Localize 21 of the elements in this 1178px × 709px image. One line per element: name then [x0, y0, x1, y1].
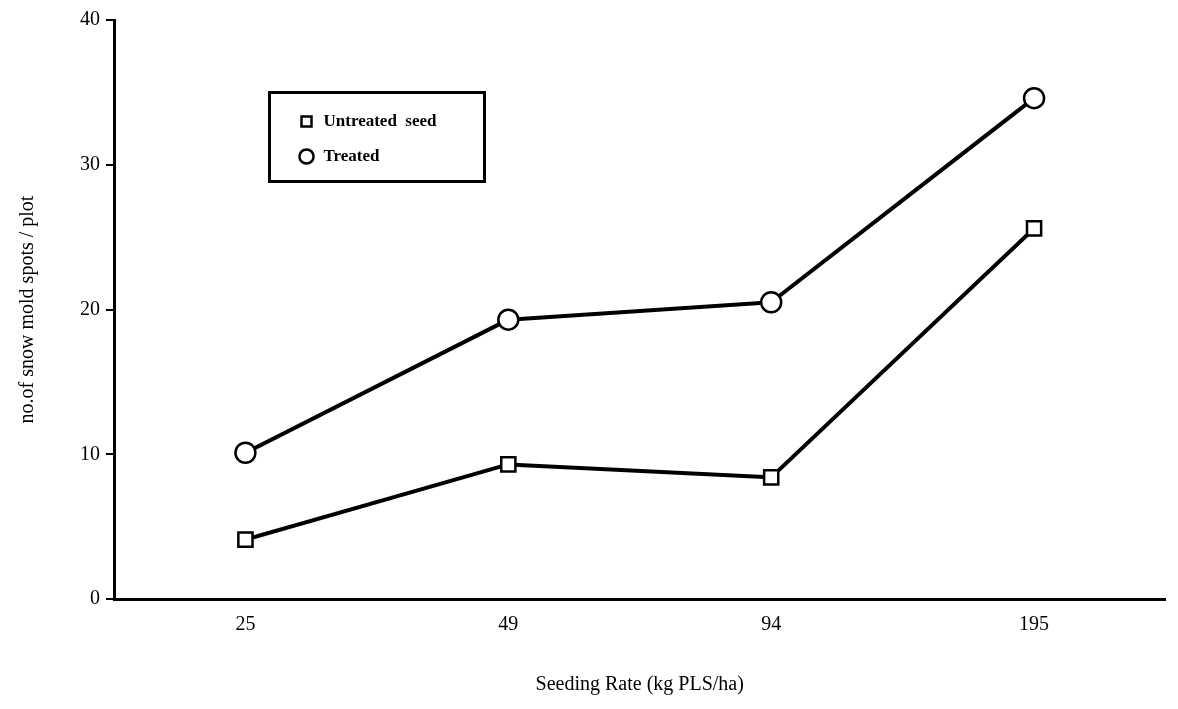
y-tick-label: 10 — [80, 441, 100, 464]
x-tick-label: 94 — [761, 612, 782, 635]
point — [762, 469, 780, 486]
y-axis-title: no.of snow mold spots / plot — [15, 195, 39, 424]
legend-label: Treated — [323, 145, 381, 165]
x-tick-label: 195 — [1019, 612, 1050, 635]
y-tick-label: 20 — [80, 296, 100, 319]
point — [237, 531, 254, 548]
point — [759, 291, 783, 314]
point — [234, 441, 257, 465]
x-tick-label: 25 — [235, 612, 256, 635]
point — [497, 308, 520, 331]
point — [499, 456, 517, 473]
y-tick-label: 30 — [80, 152, 100, 174]
point — [1022, 86, 1046, 110]
legend-label: Untreated seed — [323, 110, 438, 130]
y-tick-label: 40 — [80, 7, 100, 30]
y-tick-label: 0 — [90, 586, 100, 609]
point — [1025, 220, 1043, 237]
x-tick-label: 49 — [498, 612, 519, 635]
x-axis-title: Seeding Rate (kg PLS/ha) — [535, 672, 744, 696]
